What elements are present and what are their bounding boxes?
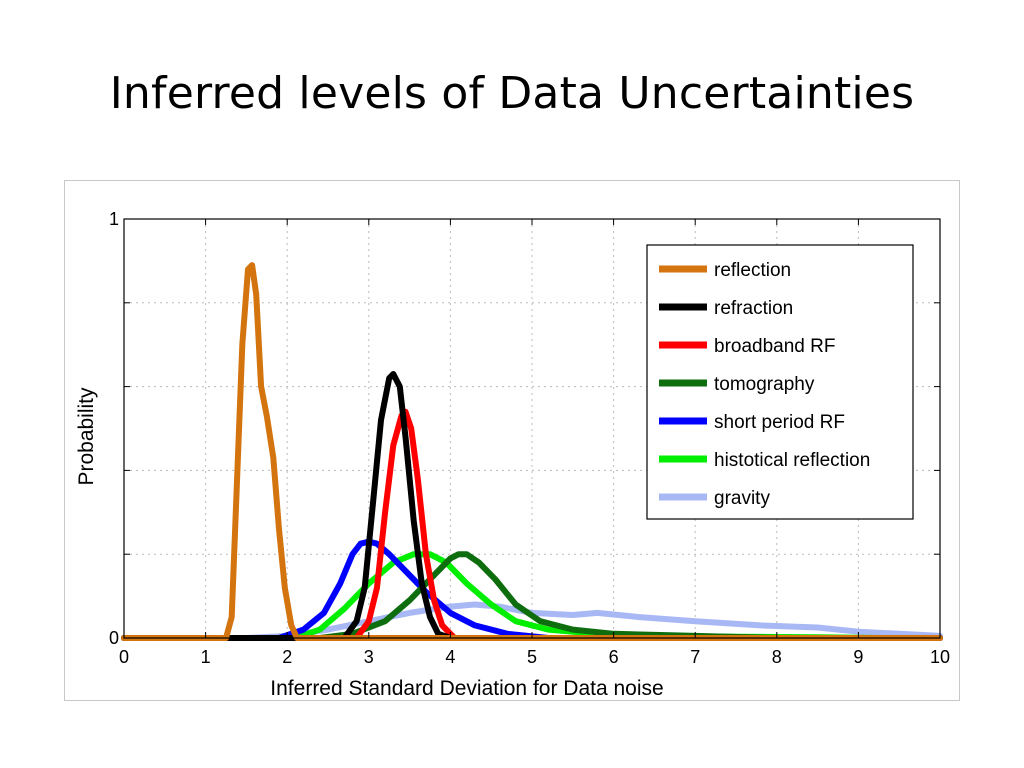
legend-label-4: short period RF xyxy=(714,412,845,433)
x-tick-label-7: 7 xyxy=(690,647,700,667)
x-tick-label-8: 8 xyxy=(772,647,782,667)
legend-label-1: refraction xyxy=(714,298,793,319)
legend-label-0: reflection xyxy=(714,260,791,281)
x-tick-label-4: 4 xyxy=(445,647,455,667)
x-tick-label-10: 10 xyxy=(930,647,950,667)
x-tick-label-3: 3 xyxy=(364,647,374,667)
legend-label-3: tomography xyxy=(714,374,815,395)
x-tick-label-1: 1 xyxy=(201,647,211,667)
axis-ticks: 0 1 2 3 4 5 6 7 8 9 10 0 1 xyxy=(109,209,950,667)
series-line-short-period-rf xyxy=(121,538,943,641)
series-line-tomography xyxy=(121,551,943,641)
x-tick-label-6: 6 xyxy=(609,647,619,667)
slide-title: Inferred levels of Data Uncertainties xyxy=(109,68,915,119)
series-lines xyxy=(121,262,943,641)
series-line-refraction xyxy=(121,371,943,641)
y-axis-label: Probability xyxy=(75,387,98,486)
y-tick-label-0: 0 xyxy=(109,628,119,648)
x-tick-label-2: 2 xyxy=(282,647,292,667)
x-axis-label: Inferred Standard Deviation for Data noi… xyxy=(270,677,663,700)
x-tick-label-0: 0 xyxy=(119,647,129,667)
legend-label-2: broadband RF xyxy=(714,336,835,357)
legend-label-5: histotical reflection xyxy=(714,450,870,471)
series-line-reflection xyxy=(121,262,943,641)
x-tick-label-5: 5 xyxy=(527,647,537,667)
y-tick-label-1: 1 xyxy=(109,209,119,229)
legend: reflection refraction broadband RF tomograp… xyxy=(646,244,914,520)
x-tick-label-9: 9 xyxy=(853,647,863,667)
legend-label-6: gravity xyxy=(714,488,770,509)
